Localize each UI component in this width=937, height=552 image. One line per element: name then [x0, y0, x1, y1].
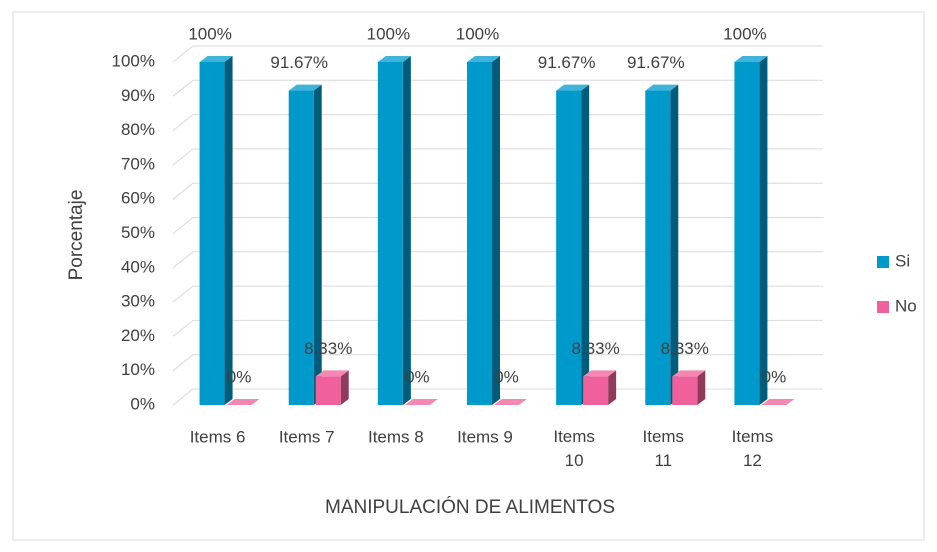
y-tick-label: 30% — [121, 292, 155, 311]
x-tick-label: Items 6 — [190, 427, 246, 446]
y-tick-label: 100% — [112, 51, 155, 70]
bar-side — [313, 84, 322, 405]
bar-side — [670, 84, 679, 405]
data-label: 100% — [456, 24, 499, 43]
bar-side — [608, 370, 617, 405]
bar-top — [226, 399, 260, 405]
y-tick-label: 60% — [121, 189, 155, 208]
bar-top — [315, 370, 349, 377]
x-tick-label: Items 9 — [457, 427, 513, 446]
bar-top — [583, 370, 617, 377]
grid-line-side — [172, 45, 194, 63]
data-label: 0% — [762, 367, 787, 386]
y-tick-label: 90% — [121, 86, 155, 105]
y-axis-title: Porcentaje — [66, 190, 87, 281]
data-label: 8.33% — [661, 339, 709, 358]
bar-top — [556, 84, 590, 91]
bar — [583, 376, 609, 405]
bar-top — [199, 56, 233, 62]
grid-line-side — [172, 79, 194, 97]
data-label: 91.67% — [538, 53, 596, 72]
bar — [467, 62, 492, 405]
grid-line-side — [172, 217, 194, 234]
bar-side — [402, 56, 411, 405]
data-label: 0% — [227, 367, 252, 386]
grid-line-side — [172, 388, 194, 406]
data-label: 100% — [367, 24, 410, 43]
bar-top — [645, 84, 679, 91]
legend-swatch — [877, 256, 889, 268]
bar — [377, 62, 403, 405]
y-tick-label: 10% — [121, 360, 155, 379]
bar-side — [340, 370, 349, 405]
x-tick-label: Items 7 — [279, 427, 335, 446]
legend-swatch — [877, 301, 889, 313]
bar-side — [759, 56, 768, 405]
bar-top — [494, 399, 527, 405]
y-tick-label: 70% — [121, 154, 155, 173]
bar — [199, 62, 225, 405]
grid-line-side — [172, 285, 194, 303]
x-tick-label: Items 12 — [732, 427, 774, 470]
bar-top — [377, 56, 411, 62]
data-label: 100% — [188, 24, 231, 43]
grid-line-side — [172, 354, 194, 372]
bar-top — [672, 370, 706, 377]
bar-top — [404, 399, 438, 405]
data-label: 91.67% — [627, 53, 685, 72]
data-label: 8.33% — [572, 339, 620, 358]
y-tick-label: 80% — [121, 120, 155, 139]
x-tick-label: Items 11 — [643, 427, 685, 470]
bar-top — [288, 84, 322, 91]
grid-line-side — [172, 182, 194, 200]
bar — [645, 90, 671, 405]
data-label: 0% — [494, 367, 519, 386]
bar — [672, 376, 698, 405]
grid-line-side — [172, 320, 194, 337]
x-tick-label: Items 10 — [553, 427, 595, 470]
y-tick-label: 50% — [121, 223, 155, 242]
x-axis-title: MANIPULACIÓN DE ALIMENTOS — [325, 496, 615, 518]
bar — [315, 376, 341, 405]
bar-side — [697, 370, 706, 405]
bar — [734, 62, 760, 405]
bar-top — [467, 56, 500, 62]
data-label: 100% — [723, 24, 766, 43]
bar-side — [492, 56, 500, 405]
legend-label: Si — [895, 251, 910, 270]
x-tick-label: Items 8 — [368, 427, 424, 446]
legend-label: No — [895, 296, 917, 315]
y-tick-label: 0% — [130, 394, 155, 413]
bar — [288, 90, 314, 405]
data-label: 91.67% — [270, 53, 328, 72]
bar — [556, 90, 582, 405]
bar-side — [224, 56, 233, 405]
bar-top — [734, 56, 768, 62]
bar-top — [761, 399, 795, 405]
data-label: 0% — [405, 367, 430, 386]
grid-line-side — [172, 114, 194, 131]
data-label: 8.33% — [304, 339, 352, 358]
grid-line-side — [172, 251, 194, 269]
bar-side — [581, 84, 590, 405]
y-tick-label: 40% — [121, 257, 155, 276]
grid-line-side — [172, 148, 194, 166]
y-tick-label: 20% — [121, 326, 155, 345]
